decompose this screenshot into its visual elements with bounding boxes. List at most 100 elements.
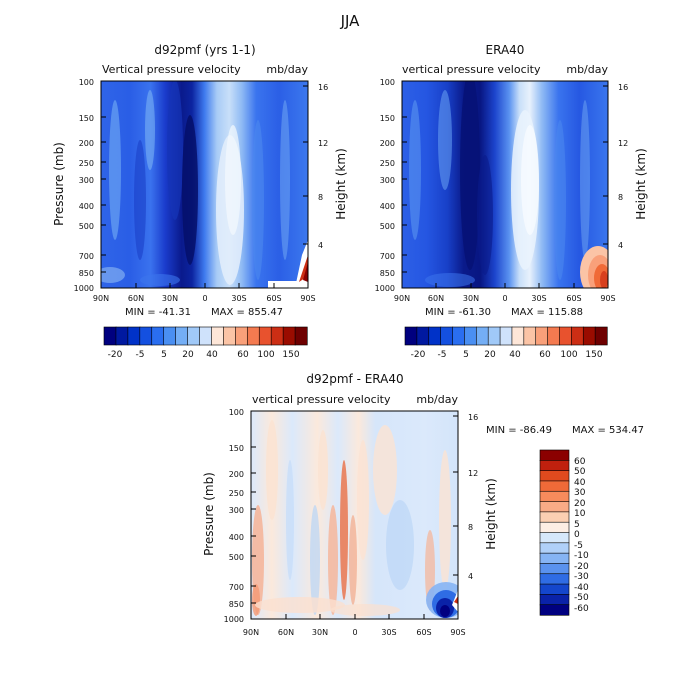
y2-axis-title: Height (km)	[334, 148, 348, 219]
y-tick-label: 100	[79, 78, 94, 87]
colorbar-swatch	[404, 326, 418, 346]
x-tick-label: 90S	[450, 628, 465, 637]
y-tick-label: 400	[229, 533, 244, 542]
colorbar-swatch	[539, 521, 570, 534]
y2-axis-title: Height (km)	[634, 148, 648, 219]
x-tick-label: 30N	[162, 294, 178, 303]
y-tick-label: 500	[79, 222, 94, 231]
y-tick-label: 850	[380, 269, 395, 278]
colorbar-swatch	[270, 326, 284, 346]
x-axis: 90N 60N 30N 0 30S 60S 90S	[93, 283, 316, 303]
colorbar-swatch	[258, 326, 272, 346]
y2-tick-label: 16	[618, 83, 628, 92]
colorbar: -20 -5 5 20 40 60 100 150	[103, 326, 308, 360]
x-tick-label: 30S	[531, 294, 546, 303]
colorbar-swatch	[499, 326, 513, 346]
y-tick-label: 150	[380, 114, 395, 123]
colorbar-label: 60	[574, 457, 586, 467]
colorbar-swatch	[416, 326, 430, 346]
colorbar-swatch	[539, 490, 570, 503]
colorbar-label: -20	[574, 562, 589, 572]
colorbar-swatch	[539, 480, 570, 492]
colorbar-swatch	[539, 563, 570, 575]
y-axis-title: Pressure (mb)	[52, 142, 66, 226]
colorbar-label: 30	[574, 488, 586, 498]
panel-title: ERA40	[486, 43, 525, 57]
panel-units: mb/day	[416, 393, 458, 406]
colorbar-swatch	[487, 326, 501, 346]
y2-tick-label: 4	[318, 241, 323, 250]
colorbar-swatch	[151, 326, 165, 346]
colorbar-swatch	[511, 326, 525, 346]
y2-tick-label: 8	[318, 193, 323, 202]
y-tick-label: 500	[229, 553, 244, 562]
colorbar-label: 20	[484, 350, 496, 360]
colorbar-swatch	[535, 326, 549, 346]
y-tick-label: 1000	[224, 615, 244, 624]
colorbar-label: -20	[411, 350, 426, 360]
colorbar-label: 60	[237, 350, 249, 360]
y2-tick-label: 12	[618, 139, 628, 148]
y-tick-label: 400	[79, 202, 94, 211]
colorbar-label: -10	[574, 551, 589, 561]
y2-tick-label: 4	[618, 241, 623, 250]
colorbar-swatch	[223, 326, 236, 346]
contour-field	[251, 411, 458, 619]
colorbar-swatch	[187, 326, 201, 346]
colorbar-label: -50	[574, 593, 589, 603]
colorbar-label: 5	[161, 350, 167, 360]
y-axis-right: 16 12 8 4	[303, 83, 328, 250]
x-axis: 90N 60N 30N 0 30S 60S 90S	[394, 283, 616, 303]
y-tick-label: 850	[229, 600, 244, 609]
max-label: MAX = 534.47	[572, 425, 644, 436]
figure-title: JJA	[340, 12, 361, 30]
y-tick-label: 200	[79, 139, 94, 148]
y-tick-label: 500	[380, 222, 395, 231]
x-tick-label: 60S	[266, 294, 281, 303]
y2-tick-label: 16	[468, 413, 478, 422]
colorbar-swatch	[539, 511, 570, 523]
colorbar-label: -5	[438, 350, 447, 360]
y-tick-label: 300	[79, 176, 94, 185]
max-label: MAX = 855.47	[211, 307, 283, 318]
y-tick-label: 1000	[74, 284, 94, 293]
colorbar-swatch	[115, 326, 129, 346]
min-label: MIN = -41.31	[125, 307, 191, 318]
x-tick-label: 0	[502, 294, 507, 303]
y-tick-label: 700	[79, 252, 94, 261]
colorbar-swatch	[464, 326, 477, 346]
colorbar-swatch	[428, 326, 442, 346]
colorbar-label: 100	[257, 350, 274, 360]
colorbar-swatch	[539, 594, 570, 606]
colorbar-swatch	[282, 326, 296, 346]
y-tick-label: 150	[79, 114, 94, 123]
colorbar-label: 40	[509, 350, 521, 360]
colorbar-swatch	[539, 573, 570, 585]
colorbar-swatch	[582, 326, 596, 346]
x-tick-label: 30S	[381, 628, 396, 637]
y-tick-label: 250	[229, 489, 244, 498]
colorbar-swatch	[594, 326, 608, 346]
y-tick-label: 250	[380, 159, 395, 168]
y-tick-label: 150	[229, 444, 244, 453]
y2-tick-label: 8	[468, 523, 473, 532]
colorbar-swatch	[127, 326, 141, 346]
x-tick-label: 0	[352, 628, 357, 637]
colorbar-label: 20	[182, 350, 194, 360]
colorbar-swatch	[440, 326, 454, 346]
y-tick-label: 700	[229, 583, 244, 592]
colorbar-label: -60	[574, 604, 589, 614]
x-tick-label: 90N	[394, 294, 410, 303]
y2-tick-label: 12	[468, 469, 478, 478]
colorbar-swatch	[539, 583, 570, 595]
colorbar-swatch	[103, 326, 117, 346]
colorbar-swatch	[246, 326, 260, 346]
y-tick-label: 300	[229, 506, 244, 515]
x-tick-label: 90S	[300, 294, 315, 303]
colorbar-swatch	[547, 326, 561, 346]
colorbar-label: 40	[206, 350, 218, 360]
x-tick-label: 30N	[312, 628, 328, 637]
colorbar-swatch	[235, 326, 248, 346]
y-tick-label: 250	[79, 159, 94, 168]
